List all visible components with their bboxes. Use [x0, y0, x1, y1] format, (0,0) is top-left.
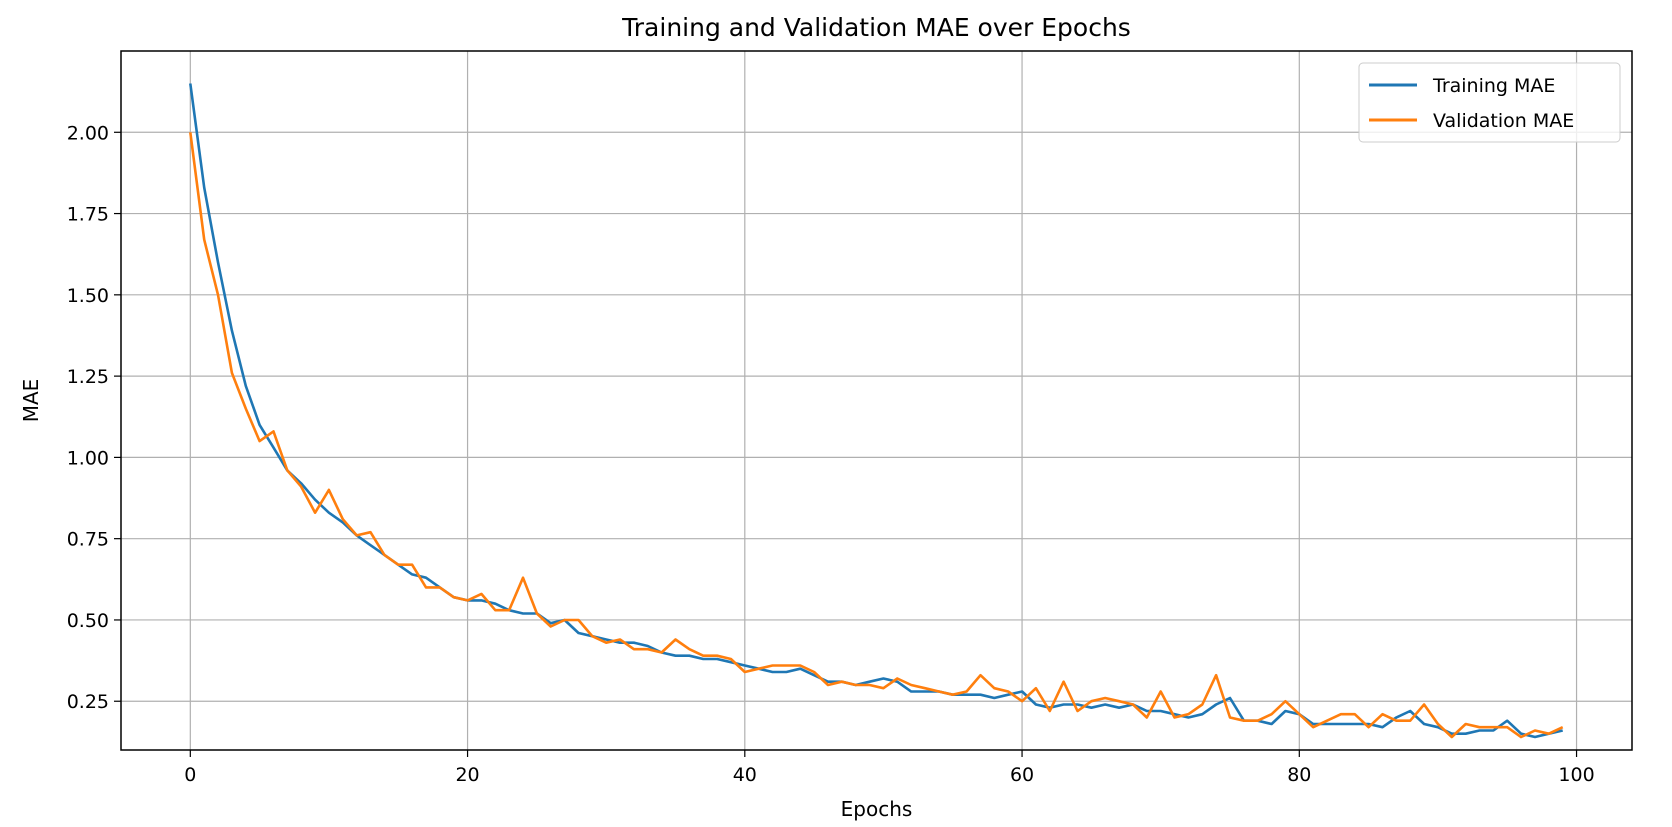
- y-axis-label: MAE: [19, 379, 43, 423]
- axis-ticks: 0 20 40 60 80 100 0.25 0.50 0.75 1.00 1.25 1.50 1.75…: [67, 122, 1595, 786]
- y-tick-label: 0.25: [67, 691, 109, 713]
- validation-mae-line: [190, 132, 1562, 737]
- legend-label-training-mae: Training MAE: [1432, 75, 1555, 97]
- x-axis-label: Epochs: [841, 797, 913, 821]
- plot-area-frame: [121, 51, 1632, 750]
- x-tick-label: 60: [1010, 764, 1034, 786]
- training-mae-line: [190, 84, 1562, 738]
- y-tick-label: 1.75: [67, 204, 109, 226]
- x-tick-label: 80: [1287, 764, 1311, 786]
- legend: Training MAE Validation MAE: [1359, 63, 1620, 142]
- grid-lines: [121, 51, 1632, 750]
- x-tick-label: 40: [733, 764, 757, 786]
- y-tick-label: 1.50: [67, 285, 109, 307]
- x-tick-label: 100: [1558, 764, 1594, 786]
- y-tick-label: 0.50: [67, 610, 109, 632]
- legend-label-validation-mae: Validation MAE: [1433, 110, 1574, 132]
- y-tick-label: 0.75: [67, 529, 109, 551]
- chart-title: Training and Validation MAE over Epochs: [621, 13, 1131, 42]
- y-tick-label: 1.00: [67, 447, 109, 469]
- y-tick-label: 2.00: [67, 122, 109, 144]
- x-tick-label: 20: [455, 764, 479, 786]
- y-tick-label: 1.25: [67, 366, 109, 388]
- x-tick-label: 0: [184, 764, 196, 786]
- series-lines: [190, 84, 1562, 738]
